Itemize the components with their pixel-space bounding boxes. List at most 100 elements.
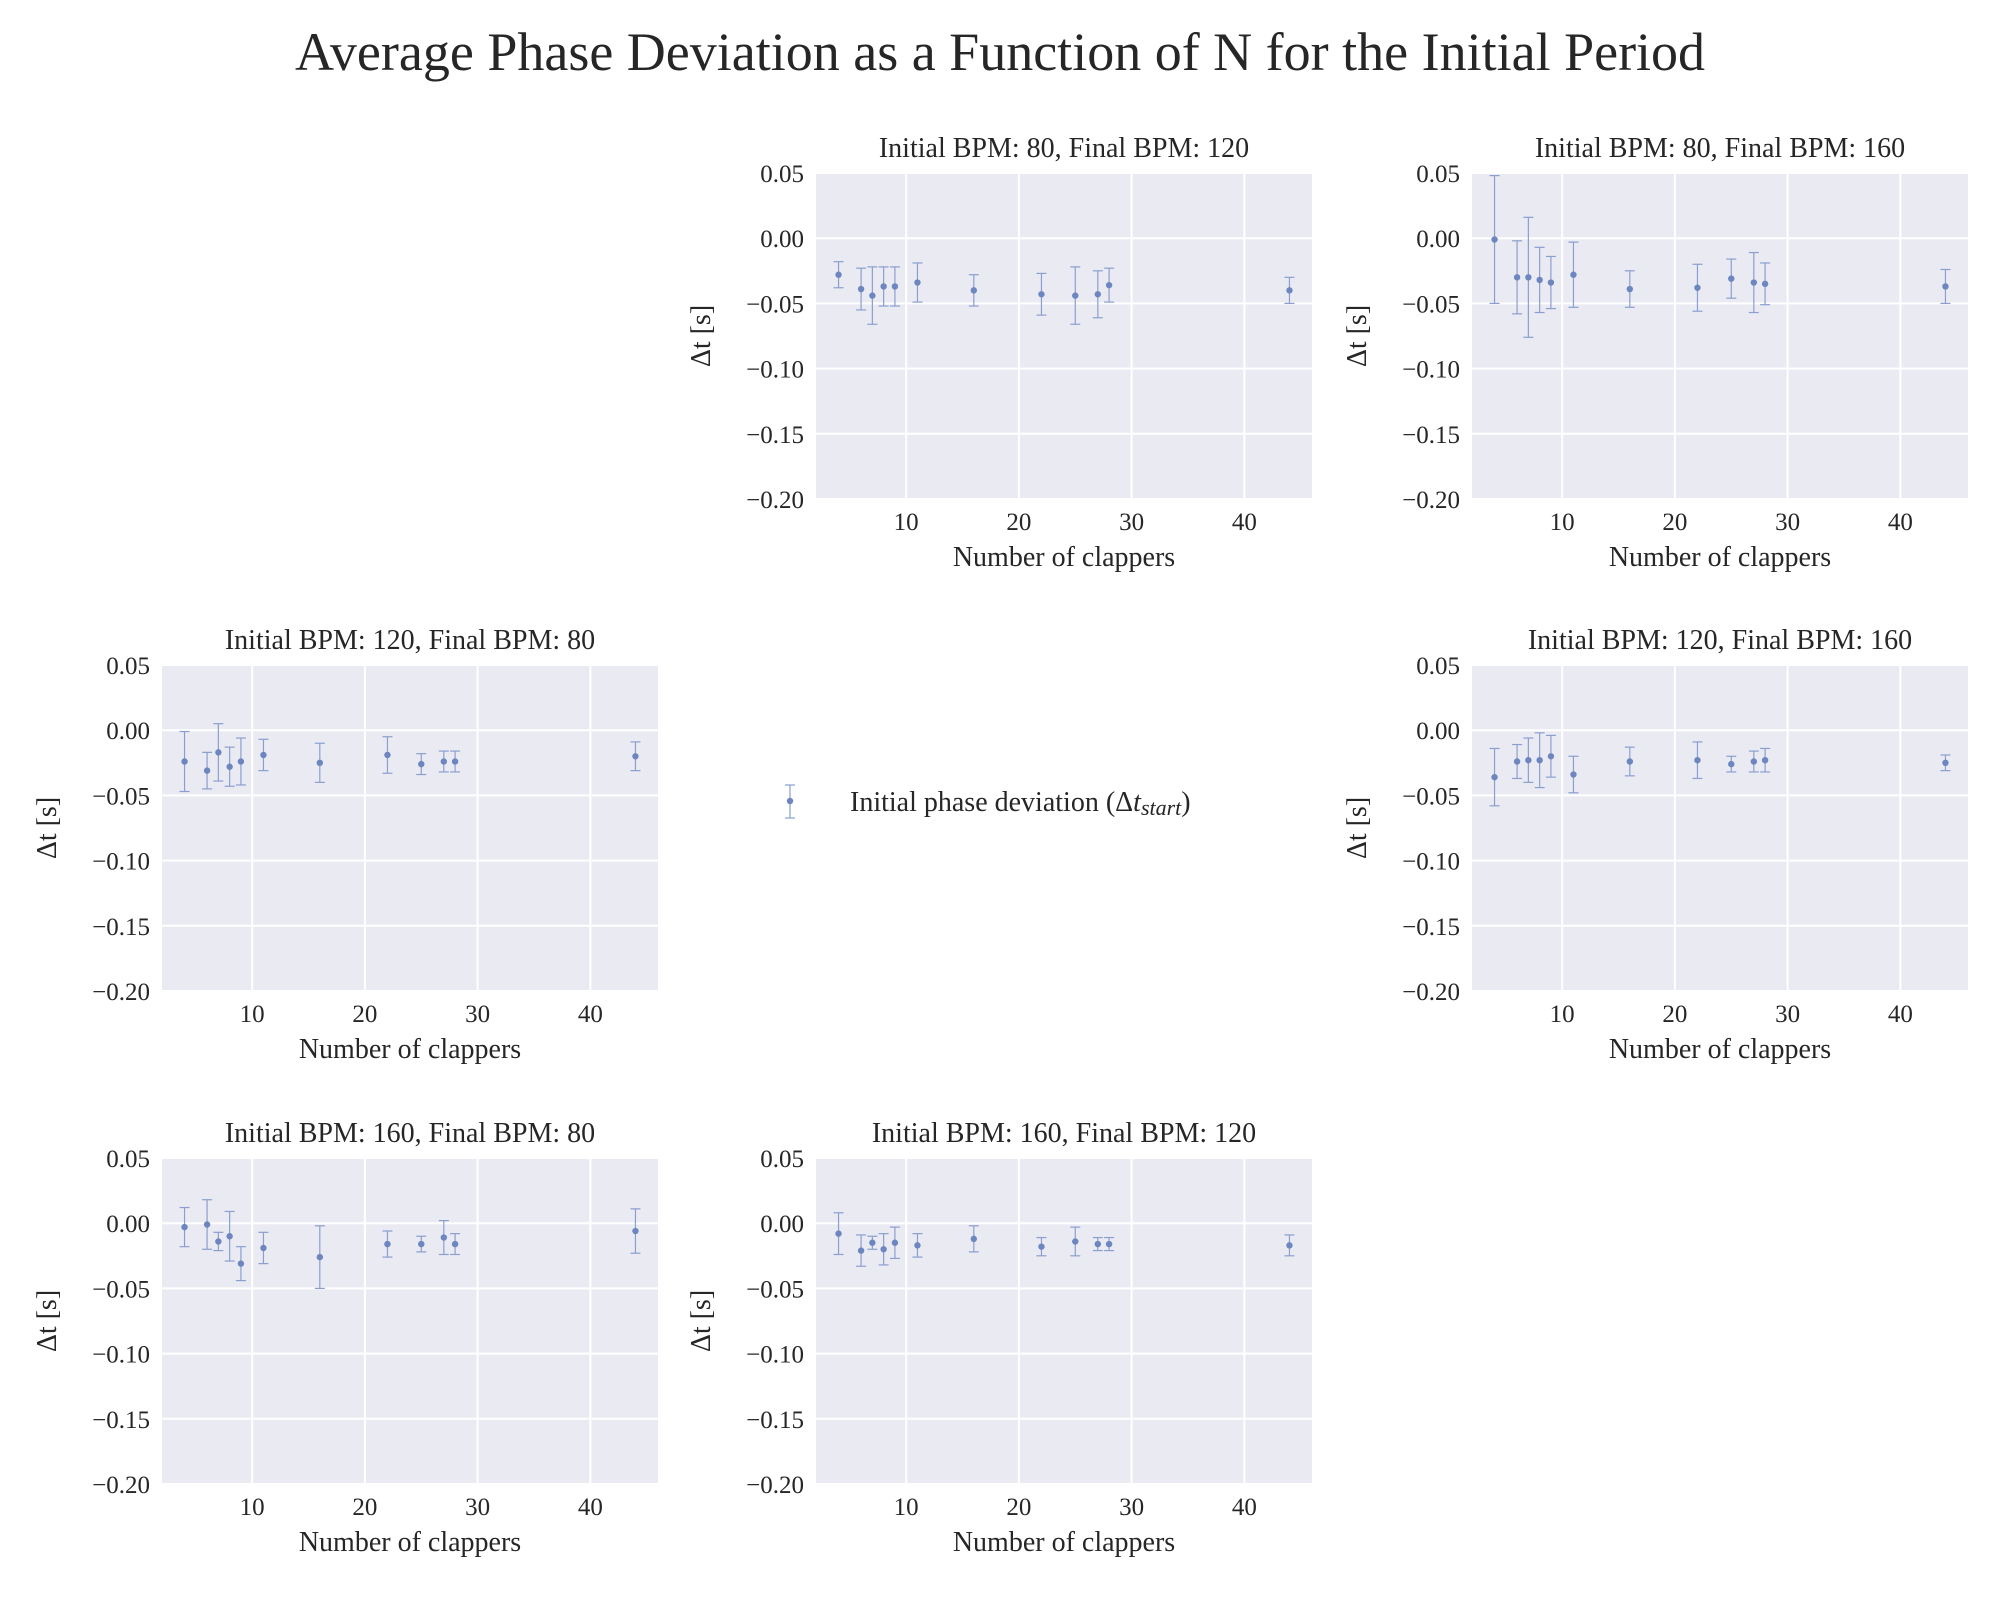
data-point [1942, 283, 1949, 290]
data-point [1728, 275, 1735, 282]
panels: 0.05 0.00 −0.05 −0.10 −0.15 −0.20 10 20 30 40 Init… [32, 133, 1968, 1558]
data-point [1491, 773, 1498, 781]
legend: Initial phase deviation (Δtstart) [785, 784, 1191, 820]
plot-area [162, 1158, 658, 1484]
data-point [891, 1239, 899, 1246]
panel-1: 0.05 0.00 −0.05 −0.10 −0.15 −0.20 10 20 30 40 Init… [686, 133, 1312, 573]
y-tick-label: −0.05 [1402, 291, 1460, 318]
data-point [970, 287, 978, 294]
panel-4: 0.05 0.00 −0.05 −0.10 −0.15 −0.20 10 20 30 40 Init… [1342, 625, 1968, 1065]
data-point [237, 758, 245, 765]
data-point [260, 1244, 267, 1252]
data-point [316, 759, 324, 766]
y-axis-label: Δt [s] [686, 305, 717, 367]
data-point [1072, 1238, 1079, 1245]
data-point [1513, 758, 1521, 765]
panel-2: 0.05 0.00 −0.05 −0.10 −0.15 −0.20 10 20 30 40 Init… [1342, 133, 1968, 573]
panel-title: Initial BPM: 80, Final BPM: 160 [1535, 133, 1905, 164]
y-tick-label: −0.15 [746, 422, 804, 449]
data-point [451, 758, 459, 765]
panel-5: 0.05 0.00 −0.05 −0.10 −0.15 −0.20 10 20 30 40 Init… [32, 1118, 658, 1558]
data-point [418, 1240, 425, 1248]
y-tick-label: −0.05 [746, 1276, 804, 1303]
data-point [891, 283, 899, 290]
data-point [914, 279, 921, 286]
plot-area [1472, 173, 1968, 499]
y-tick-label: 0.00 [760, 226, 804, 253]
y-tick-label: −0.10 [92, 1342, 150, 1369]
data-point [1761, 756, 1769, 764]
y-tick-label: −0.15 [1402, 914, 1460, 941]
x-tick-label: 40 [1232, 509, 1257, 536]
y-axis-label: Δt [s] [1342, 797, 1373, 859]
data-point [880, 1246, 887, 1253]
x-tick-label: 30 [1119, 509, 1144, 536]
x-axis-label: Number of clappers [299, 1034, 521, 1065]
y-tick-label: 0.00 [1416, 226, 1460, 253]
data-point [226, 763, 233, 770]
y-tick-label: 0.05 [1416, 653, 1460, 680]
data-point [226, 1233, 233, 1240]
data-point [914, 1242, 921, 1249]
data-point [203, 1221, 211, 1228]
data-point [203, 767, 211, 774]
x-tick-label: 20 [352, 1494, 377, 1521]
y-tick-label: −0.15 [92, 914, 150, 941]
x-axis-label: Number of clappers [299, 1527, 521, 1558]
data-point [1105, 281, 1113, 289]
figure-title: Average Phase Deviation as a Function of… [295, 22, 1705, 82]
data-point [1547, 279, 1555, 286]
panel-6: 0.05 0.00 −0.05 −0.10 −0.15 −0.20 10 20 30 40 Init… [686, 1118, 1312, 1558]
x-tick-label: 10 [1550, 509, 1575, 536]
plot-area [816, 1158, 1312, 1484]
data-point [1038, 1243, 1045, 1250]
x-tick-label: 10 [240, 1494, 265, 1521]
legend-label-suffix: ) [1181, 787, 1190, 818]
x-tick-label: 20 [1662, 1001, 1687, 1028]
x-axis-label: Number of clappers [1609, 542, 1831, 573]
data-point [1105, 1240, 1113, 1248]
panel-3: 0.05 0.00 −0.05 −0.10 −0.15 −0.20 10 20 30 40 Init… [32, 625, 658, 1065]
data-point [1694, 756, 1701, 764]
x-tick-label: 30 [465, 1494, 490, 1521]
data-point [215, 1238, 222, 1245]
data-point [1750, 279, 1758, 286]
data-point [880, 283, 887, 290]
y-tick-label: 0.00 [1416, 718, 1460, 745]
y-tick-label: 0.00 [760, 1211, 804, 1238]
data-point [1513, 274, 1521, 281]
x-axis-label: Number of clappers [1609, 1034, 1831, 1065]
data-point [1728, 760, 1735, 768]
y-tick-label: −0.20 [92, 979, 150, 1006]
x-axis-label: Number of clappers [953, 542, 1175, 573]
x-tick-label: 10 [1550, 1001, 1575, 1028]
x-tick-label: 40 [578, 1001, 603, 1028]
panel-title: Initial BPM: 160, Final BPM: 120 [872, 1118, 1256, 1149]
data-point [440, 1234, 448, 1241]
y-tick-label: −0.20 [746, 487, 804, 514]
data-point [857, 285, 865, 293]
data-point [1626, 285, 1634, 293]
data-point [632, 753, 639, 760]
data-point [1525, 274, 1532, 281]
y-tick-label: −0.05 [1402, 783, 1460, 810]
y-tick-label: −0.10 [92, 849, 150, 876]
x-tick-label: 30 [1119, 1494, 1144, 1521]
x-tick-label: 10 [894, 1494, 919, 1521]
data-point [1038, 291, 1045, 298]
x-tick-label: 40 [1888, 509, 1913, 536]
x-tick-label: 30 [1775, 1001, 1800, 1028]
y-axis-label: Δt [s] [1342, 305, 1373, 367]
x-tick-label: 20 [1006, 1494, 1031, 1521]
y-tick-label: −0.05 [746, 291, 804, 318]
x-tick-label: 40 [1888, 1001, 1913, 1028]
data-point [1094, 1240, 1102, 1248]
x-tick-label: 10 [894, 509, 919, 536]
data-point [260, 751, 267, 759]
y-tick-label: −0.15 [746, 1407, 804, 1434]
plot-area [1472, 665, 1968, 991]
data-point [1750, 758, 1758, 765]
data-point [632, 1227, 639, 1235]
y-tick-label: 0.00 [106, 1211, 150, 1238]
x-tick-label: 20 [1662, 509, 1687, 536]
